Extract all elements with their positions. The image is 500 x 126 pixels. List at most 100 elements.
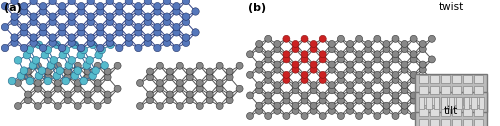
Circle shape [328,102,336,109]
Circle shape [428,35,436,42]
Circle shape [401,102,408,109]
Circle shape [364,102,372,109]
Circle shape [44,97,52,104]
Circle shape [292,87,299,94]
Circle shape [94,80,101,87]
Circle shape [264,97,272,104]
Circle shape [356,51,362,58]
Circle shape [420,46,426,53]
Circle shape [84,74,91,81]
Circle shape [84,68,91,75]
Circle shape [163,39,170,46]
Circle shape [24,68,32,75]
Circle shape [274,40,281,48]
Circle shape [20,44,28,52]
Circle shape [64,97,71,104]
Bar [463,86,471,94]
Circle shape [256,40,262,48]
Circle shape [58,3,66,10]
Circle shape [146,97,154,104]
Circle shape [356,92,362,99]
Circle shape [401,82,408,89]
Circle shape [125,39,132,46]
Circle shape [356,97,362,104]
Circle shape [14,56,22,64]
Circle shape [35,72,42,80]
Circle shape [374,97,381,104]
Bar [456,97,462,109]
Circle shape [283,71,290,78]
Circle shape [420,82,426,89]
Circle shape [196,102,203,109]
Circle shape [11,18,18,26]
Circle shape [173,44,180,52]
Circle shape [78,3,85,10]
Circle shape [356,71,362,78]
Circle shape [236,62,243,69]
Circle shape [383,66,390,73]
Circle shape [364,46,372,53]
Bar [474,86,482,94]
Circle shape [49,39,56,46]
Circle shape [146,91,154,98]
Circle shape [173,8,180,15]
Circle shape [144,0,152,5]
Circle shape [401,40,408,48]
Circle shape [292,102,299,109]
Bar [474,97,482,105]
Circle shape [87,39,94,46]
Circle shape [20,67,28,74]
Circle shape [106,18,114,26]
Circle shape [310,107,317,114]
Circle shape [173,23,180,31]
Circle shape [374,56,381,63]
Circle shape [176,102,184,109]
Circle shape [154,3,161,10]
Circle shape [310,82,317,89]
Circle shape [34,102,42,109]
Circle shape [186,74,194,81]
Circle shape [301,92,308,99]
Circle shape [62,46,70,54]
Circle shape [40,3,47,10]
Circle shape [44,46,52,54]
Bar [464,97,469,109]
Text: (b): (b) [248,3,266,13]
Circle shape [292,46,299,53]
Circle shape [392,113,399,119]
Bar [471,97,476,109]
Circle shape [144,13,152,20]
Circle shape [58,44,66,52]
Circle shape [383,46,390,53]
Circle shape [338,92,344,99]
Circle shape [410,97,417,104]
Circle shape [80,46,88,54]
Circle shape [49,0,56,5]
Circle shape [256,66,262,73]
Circle shape [114,62,121,69]
Circle shape [182,18,190,26]
Circle shape [96,44,104,52]
Circle shape [301,56,308,63]
Circle shape [410,56,417,63]
Circle shape [392,97,399,104]
Circle shape [156,85,164,92]
Circle shape [283,113,290,119]
Bar [430,118,438,126]
Circle shape [328,46,336,53]
Circle shape [154,8,161,15]
Circle shape [301,97,308,104]
Circle shape [420,66,426,73]
Circle shape [30,0,38,5]
Circle shape [35,41,42,49]
Circle shape [44,91,52,98]
Circle shape [182,39,190,46]
Circle shape [49,18,56,26]
Circle shape [87,34,94,41]
Circle shape [30,39,38,46]
Circle shape [92,67,100,74]
Circle shape [283,97,290,104]
Bar [430,97,438,105]
Circle shape [146,68,154,75]
Bar [426,97,432,109]
